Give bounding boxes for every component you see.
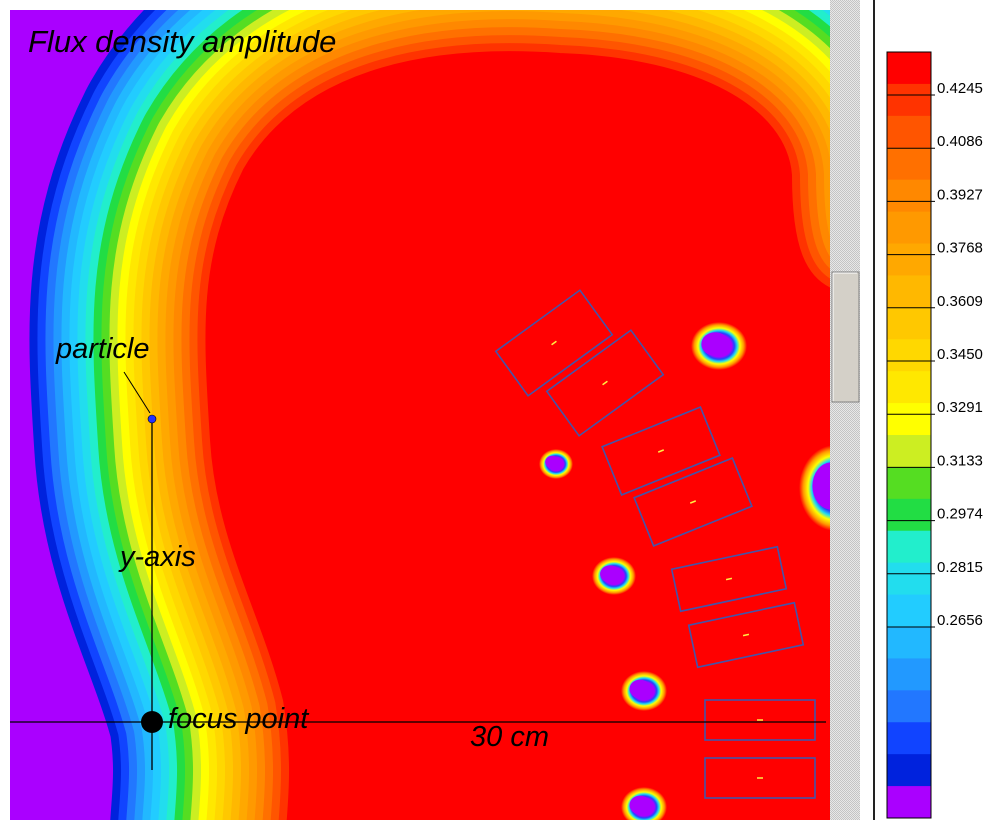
panel-gap [860, 0, 874, 820]
colorbar-tick-label: 0.2656 [937, 612, 983, 629]
colorbar-segment [887, 115, 931, 149]
colorbar-segment [887, 275, 931, 308]
coil-rectangles [494, 289, 816, 799]
colorbar-tick-label: 0.3291 [937, 399, 983, 416]
conductor-hole-core [701, 332, 729, 356]
focus-point-label: focus point [168, 703, 310, 735]
colorbar-frame [886, 51, 932, 819]
coil-marker [742, 633, 750, 637]
field-plot [10, 10, 830, 820]
colorbar-segment [887, 722, 931, 755]
conductor-hole-core [545, 455, 559, 469]
colorbar-segment [887, 690, 931, 723]
colorbar-tick-label: 0.4086 [937, 133, 983, 150]
colorbar-segment [887, 626, 931, 659]
colorbar-segment [887, 371, 931, 404]
contour-band [205, 51, 830, 820]
conductor-hole-core [629, 795, 651, 815]
colorbar-segment [887, 594, 931, 627]
coil-marker [657, 449, 665, 453]
colorbar-tick-label: 0.3927 [937, 186, 983, 203]
coil-rectangle [704, 757, 816, 799]
particle-pointer [123, 371, 151, 414]
coil-rectangle [633, 456, 753, 548]
y-axis-label: y-axis [118, 541, 196, 573]
coil-rectangle [704, 699, 816, 741]
scrollbar-thumb[interactable] [831, 271, 860, 403]
colorbar-tick-label: 0.3450 [937, 346, 983, 363]
conductor-holes [539, 322, 830, 820]
coil-rectangle [545, 329, 665, 437]
colorbar-tick-label: 0.2815 [937, 559, 983, 576]
colorbar-segment [887, 83, 931, 117]
colorbar-segment [887, 211, 931, 244]
colorbar-segment [887, 786, 931, 819]
coil-rectangle [601, 405, 721, 497]
colorbar-segment [887, 243, 931, 276]
conductor-hole-core [812, 462, 830, 510]
colorbar-segment [887, 754, 931, 787]
scrollbar-track[interactable] [830, 0, 860, 820]
coil-marker [689, 500, 697, 504]
colorbar-segment [887, 179, 931, 213]
conductor-hole-core [629, 679, 651, 699]
colorbar-segment [887, 530, 931, 564]
colorbar-segment [887, 658, 931, 691]
coil-marker [602, 380, 608, 386]
colorbar-segment [887, 403, 931, 436]
coil-marker [725, 577, 733, 581]
contour-bands [29, 10, 830, 820]
colorbar-tick-label: 0.3609 [937, 293, 983, 310]
colorbar-segment [887, 52, 931, 85]
plot-title: Flux density amplitude [28, 24, 336, 59]
colorbar-tick-label: 0.4245 [937, 80, 983, 97]
vertical-scrollbar[interactable] [830, 0, 860, 820]
colorbar-tick-label: 0.2974 [937, 506, 983, 523]
colorbar-segment [887, 307, 931, 340]
coil-rectangle [670, 545, 788, 613]
particle-marker [147, 414, 157, 424]
colorbar-segment [887, 562, 931, 596]
colorbar-segment [887, 435, 931, 468]
colorbar-tick-label: 0.3133 [937, 452, 983, 469]
coil-rectangle [494, 289, 614, 397]
colorbar-segment [887, 339, 931, 372]
scale-label: 30 cm [470, 721, 549, 753]
colorbar-segment [887, 466, 931, 500]
focus-point-marker [141, 711, 163, 733]
colorbar-segment [887, 147, 931, 181]
coil-rectangle [687, 601, 805, 669]
colorbar-segment [887, 498, 931, 532]
coil-marker [551, 340, 557, 346]
colorbar-tick-label: 0.3768 [937, 240, 983, 257]
colorbar: 0.4245 0.4086 0.3927 0.3768 0.3609 0.3450 0.32… [886, 51, 983, 819]
conductor-hole-core [600, 565, 620, 583]
particle-label: particle [55, 333, 150, 365]
